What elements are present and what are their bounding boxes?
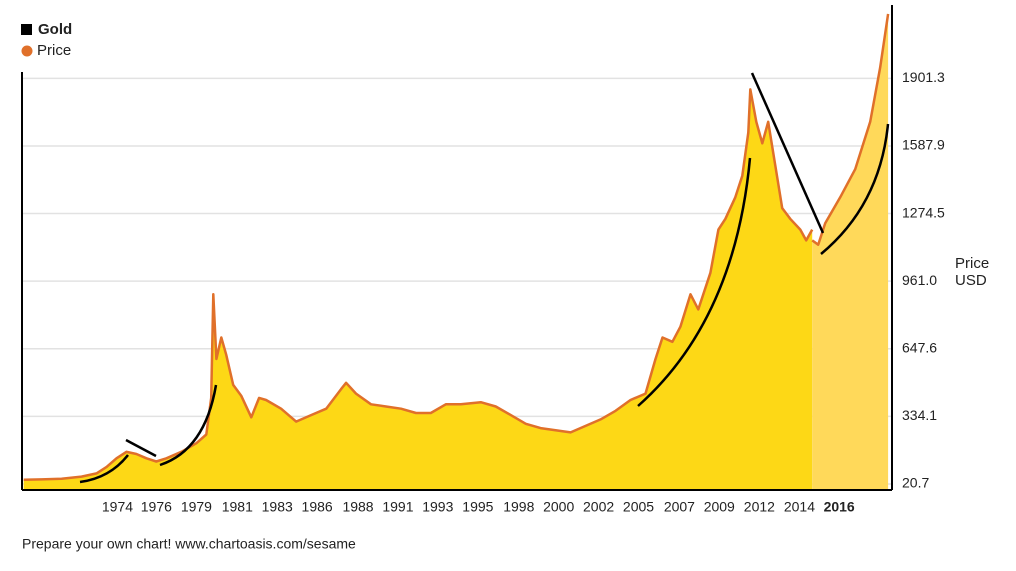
x-tick-label: 2012 bbox=[744, 499, 775, 515]
x-tick-label: 1991 bbox=[382, 499, 413, 515]
trend-line bbox=[125, 438, 157, 458]
area-fill bbox=[812, 13, 889, 491]
y-tick-label: 1901.3 bbox=[902, 69, 945, 85]
x-tick-label: 2014 bbox=[784, 499, 815, 515]
y-tick-label: 1587.9 bbox=[902, 137, 945, 153]
trend-line bbox=[79, 454, 129, 484]
y-tick-label: 334.1 bbox=[902, 407, 937, 423]
x-tick-label: 1998 bbox=[503, 499, 534, 515]
price-line bbox=[811, 13, 890, 246]
x-tick-label: 1995 bbox=[462, 499, 493, 515]
legend-label: Price bbox=[37, 42, 71, 59]
footer: Prepare your own chart! www.chartoasis.c… bbox=[22, 536, 356, 552]
x-tick-label: 2002 bbox=[583, 499, 614, 515]
y-axis-label: USD bbox=[955, 272, 987, 289]
x-tick-label: 1986 bbox=[302, 499, 333, 515]
x-tick-label: 1993 bbox=[422, 499, 453, 515]
legend-title-swatch bbox=[21, 24, 32, 35]
y-tick-label: 961.0 bbox=[902, 272, 937, 288]
x-tick-label: 2007 bbox=[664, 499, 695, 515]
trend-lines bbox=[79, 72, 890, 484]
x-tick-label: 1979 bbox=[181, 499, 212, 515]
x-tick-label: 1983 bbox=[262, 499, 293, 515]
x-tick-label: 1988 bbox=[342, 499, 373, 515]
trend-line bbox=[159, 384, 218, 467]
chart-title: Gold bbox=[38, 21, 72, 38]
trend-line bbox=[637, 157, 752, 407]
x-tick-label: 2000 bbox=[543, 499, 574, 515]
trend-line bbox=[820, 123, 890, 255]
y-tick-label: 1274.5 bbox=[902, 204, 945, 220]
x-tick-label: 2009 bbox=[704, 499, 735, 515]
price-line bbox=[23, 88, 814, 482]
x-tick-label: 2005 bbox=[623, 499, 654, 515]
y-axis-label: Price bbox=[955, 255, 989, 272]
y-tick-label: 20.7 bbox=[902, 475, 929, 491]
legend-swatch bbox=[21, 45, 33, 57]
y-tick-label: 647.6 bbox=[902, 339, 937, 355]
area-fill bbox=[23, 89, 813, 491]
x-tick-label: 2016 bbox=[824, 499, 855, 515]
trend-line bbox=[750, 72, 825, 234]
x-tick-label: 1974 bbox=[102, 499, 133, 515]
x-tick-label: 1981 bbox=[222, 499, 253, 515]
x-tick-label: 1976 bbox=[141, 499, 172, 515]
